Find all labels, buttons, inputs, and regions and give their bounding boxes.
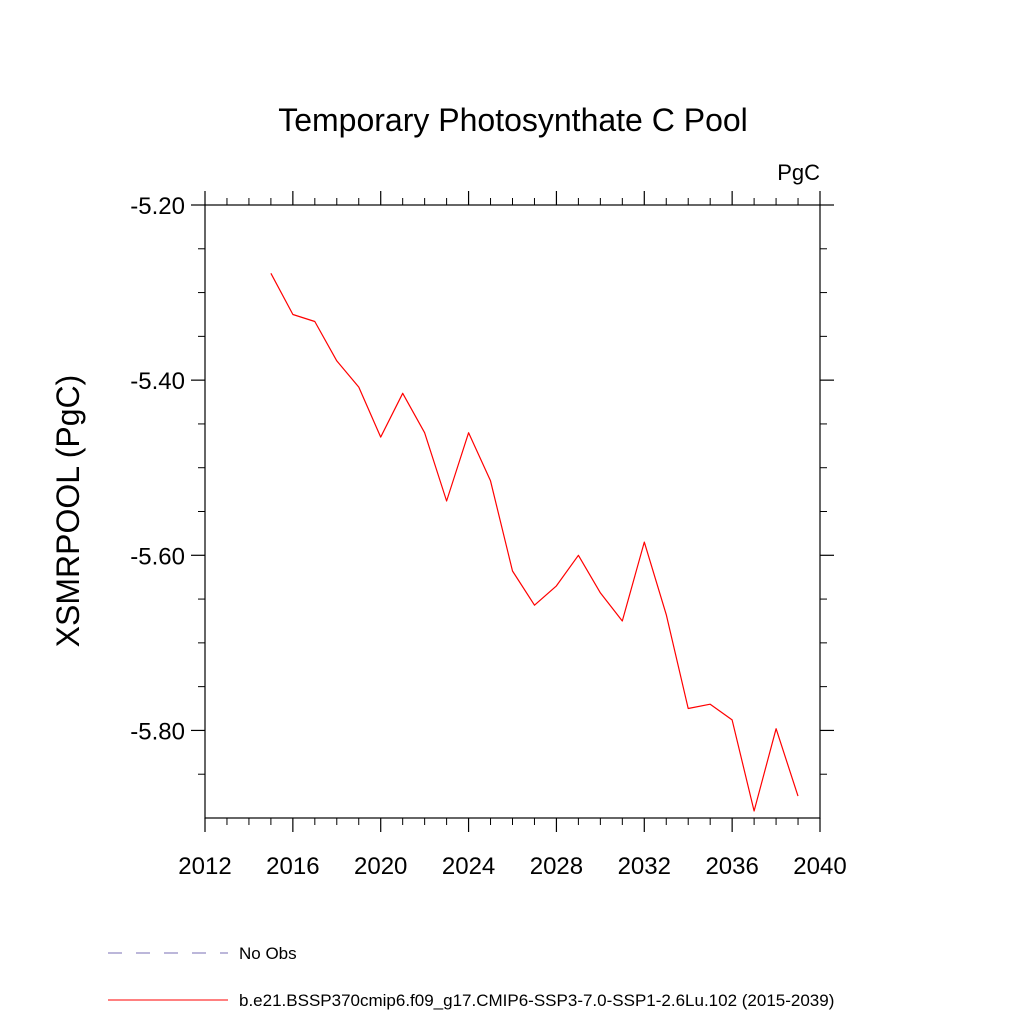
y-tick-label: -5.60 xyxy=(130,543,185,570)
chart-title: Temporary Photosynthate C Pool xyxy=(278,102,748,138)
x-tick-label: 2020 xyxy=(354,853,407,880)
axis-tick-labels: 2012 2016 2020 2024 2028 2032 2036 2040 -5.20 -5.… xyxy=(130,193,846,880)
series-layer xyxy=(270,273,799,812)
legend: No Obs b.e21.BSSP370cmip6.f09_g17.CMIP6-… xyxy=(108,944,834,1010)
y-axis-label: XSMRPOOL (PgC) xyxy=(50,375,86,648)
x-tick-label: 2032 xyxy=(618,853,671,880)
y-tick-label: -5.40 xyxy=(130,368,185,395)
x-tick-label: 2040 xyxy=(793,853,846,880)
series-line xyxy=(270,273,799,812)
x-tick-label: 2016 xyxy=(266,853,319,880)
x-tick-label: 2036 xyxy=(705,853,758,880)
plot-frame xyxy=(204,204,821,819)
units-label: PgC xyxy=(777,160,820,185)
y-tick-label: -5.80 xyxy=(130,718,185,745)
axis-ticks xyxy=(191,191,834,832)
y-tick-label: -5.20 xyxy=(130,193,185,220)
legend-label-no-obs: No Obs xyxy=(239,944,297,963)
x-tick-label: 2012 xyxy=(178,853,231,880)
x-tick-label: 2028 xyxy=(530,853,583,880)
legend-label-model-run: b.e21.BSSP370cmip6.f09_g17.CMIP6-SSP3-7.… xyxy=(239,991,834,1010)
x-tick-label: 2024 xyxy=(442,853,495,880)
